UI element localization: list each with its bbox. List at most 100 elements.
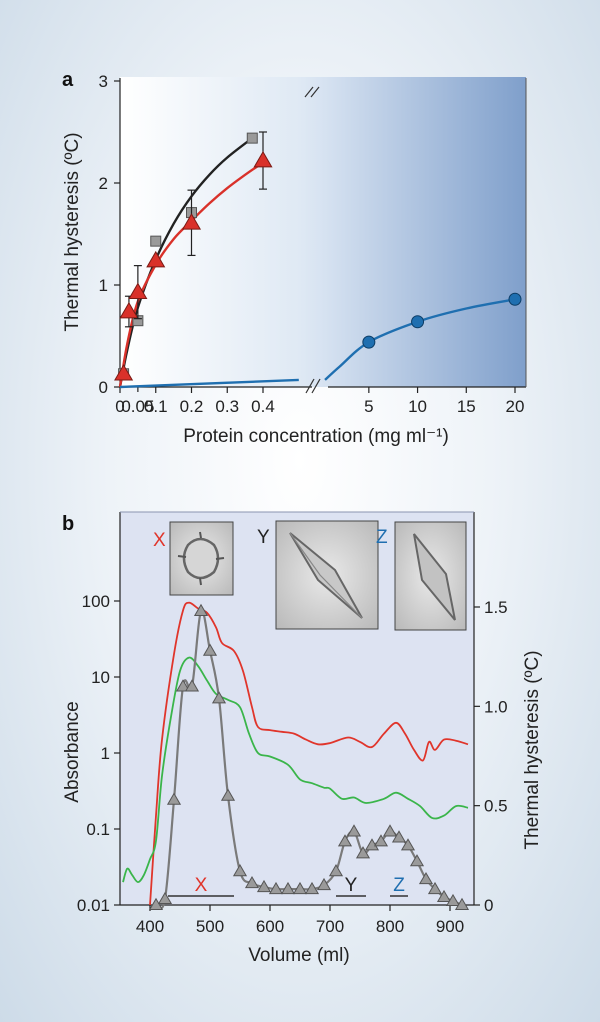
panel-b-triangle-point xyxy=(304,881,320,895)
panel-a-y-tick-label: 2 xyxy=(99,174,108,193)
panel-a-x-tick-label: 0.4 xyxy=(251,397,275,416)
panel-b-y-tick-label-right: 1.5 xyxy=(484,598,508,617)
panel-b-triangle-point xyxy=(400,838,416,851)
panel-b-triangle-point xyxy=(355,846,371,859)
panel-b-triangle-point xyxy=(148,897,164,910)
micrograph-z xyxy=(394,521,467,631)
panel-b-y-tick-label-left: 10 xyxy=(91,668,110,687)
panel-a-y-axis-title: Thermal hysteresis (ºC) xyxy=(62,132,83,331)
panel-b-triangle-point xyxy=(346,824,362,837)
panel-b-triangle-point xyxy=(211,691,227,704)
panel-a-triangle-point xyxy=(114,364,134,381)
panel-b-x-tick-label: 600 xyxy=(256,917,284,936)
panel-a-triangle-point xyxy=(119,301,139,319)
panel-b-triangle-point xyxy=(184,679,200,692)
panel-b-triangle-point xyxy=(418,871,434,885)
panel-a-x-tick-label: 0 xyxy=(115,397,124,416)
panel-b-x-axis-title: Volume (ml) xyxy=(248,945,349,966)
panel-a-triangle-point xyxy=(128,282,148,299)
panel-b-y-tick-label-left: 0.1 xyxy=(86,820,110,839)
micrograph-x xyxy=(169,521,234,596)
axis-break-mark xyxy=(310,86,320,98)
panel-b-triangle-point xyxy=(202,643,218,656)
panel-b-triangle-point xyxy=(391,830,407,843)
panel-a-x-tick-label: 0.3 xyxy=(215,397,239,416)
panel-a-x-tick-label: 10 xyxy=(408,397,427,416)
panel-b-triangle-point xyxy=(427,881,443,895)
panel-b-triangle-point xyxy=(454,897,470,910)
panel-b-y-tick-label-left: 1 xyxy=(101,744,110,763)
panel-a-triangle-point xyxy=(253,150,273,168)
panel-a-x-tick-label: 5 xyxy=(364,397,373,416)
panel-a-square-point xyxy=(246,132,258,144)
panel-b-label: b xyxy=(62,513,74,535)
axis-break-mark xyxy=(311,378,321,394)
panel-a-triangle-point xyxy=(181,213,202,230)
panel-b-series-line xyxy=(149,601,469,906)
panel-a-circle-point xyxy=(362,335,376,349)
panel-b-triangle-point xyxy=(409,854,425,867)
panel-a-plot-bg-mid xyxy=(300,77,325,387)
panel-a-fit-line xyxy=(324,298,516,381)
panel-a-circle-point xyxy=(411,315,425,329)
panel-b-triangle-point xyxy=(337,834,353,847)
axis-break-mark xyxy=(304,86,314,98)
panel-a-x-tick-label: 0.2 xyxy=(180,397,204,416)
panel-b-x-tick-label: 800 xyxy=(376,917,404,936)
panel-a-plot-bg-right xyxy=(325,77,526,387)
panel-b-triangle-point xyxy=(268,881,284,895)
panel-b-y-axis-title: Absorbance xyxy=(62,701,83,802)
micrograph-y xyxy=(275,520,379,630)
panel-b-triangle-point xyxy=(166,792,182,805)
fraction-label-x: X xyxy=(195,875,208,896)
panel-a-square-point xyxy=(150,235,162,247)
panel-b-y-tick-label-right: 1.0 xyxy=(484,697,508,716)
panel-a-y-tick-label: 0 xyxy=(99,378,108,397)
image-label-x: X xyxy=(153,530,166,551)
panel-b-triangle-point xyxy=(382,824,398,837)
panel-a-x-tick-label: 0.1 xyxy=(144,397,168,416)
panel-b-triangle-point xyxy=(292,881,308,895)
panel-b-triangle-point xyxy=(328,864,344,877)
panel-a-fit-line xyxy=(119,378,299,389)
panel-b-triangle-point xyxy=(232,864,248,877)
panel-b-triangle-point xyxy=(175,679,191,692)
panel-b-y-tick-label-right: 0.5 xyxy=(484,797,508,816)
panel-b-triangle-point xyxy=(244,875,260,889)
panel-a-x-minor-tick-label: 0.05 xyxy=(121,397,154,416)
panel-b-x-tick-label: 700 xyxy=(316,917,344,936)
panel-b-triangle-point xyxy=(256,879,272,893)
panel-a-x-axis-title: Protein concentration (mg ml⁻¹) xyxy=(183,426,449,447)
panel-b-triangle-point xyxy=(316,877,332,891)
panel-b-triangle-point xyxy=(445,893,461,907)
panel-b-triangle-point xyxy=(193,603,209,616)
image-label-z: Z xyxy=(376,527,388,548)
panel-b-triangle-point xyxy=(373,834,389,847)
panel-a-y-tick-label: 1 xyxy=(99,276,108,295)
panel-b-y-axis-right-title: Thermal hysteresis (ºC) xyxy=(522,650,543,849)
panel-b-y-tick-label-left: 0.01 xyxy=(77,896,110,915)
panel-b-triangle-point xyxy=(280,881,296,895)
panel-b-y-tick-label-left: 100 xyxy=(82,592,110,611)
panel-a-x-tick-label: 15 xyxy=(457,397,476,416)
panel-b-x-tick-label: 900 xyxy=(436,917,464,936)
panel-b-triangle-point xyxy=(157,891,173,905)
panel-b-y-tick-label-right: 0 xyxy=(484,896,493,915)
panel-b-x-tick-label: 400 xyxy=(136,917,164,936)
axis-break-mark xyxy=(305,378,315,394)
panel-a-fit-line xyxy=(118,137,254,388)
image-label-y: Y xyxy=(257,527,270,548)
panel-a-plot-bg-left xyxy=(120,77,300,387)
panel-b-x-tick-label: 500 xyxy=(196,917,224,936)
panel-a-y-tick-label: 3 xyxy=(99,72,108,91)
panel-b-triangle-point xyxy=(220,788,236,801)
panel-b-series-line xyxy=(122,656,469,884)
panel-a-circle-point xyxy=(508,292,522,306)
fraction-label-y: Y xyxy=(345,875,358,896)
panel-a-triangle-point xyxy=(146,250,166,268)
panel-a-label: a xyxy=(62,69,74,91)
panel-a-x-tick-label: 20 xyxy=(506,397,525,416)
panel-b-triangle-point xyxy=(436,889,452,903)
